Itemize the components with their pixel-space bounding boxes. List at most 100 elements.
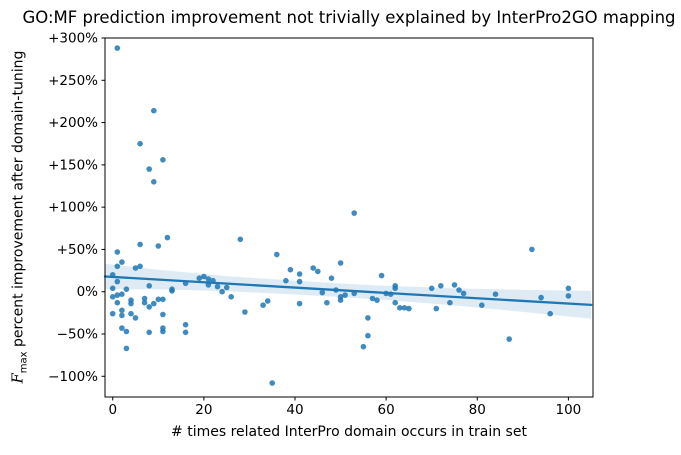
data-point [428, 285, 435, 292]
data-point [274, 251, 280, 258]
data-point [378, 272, 385, 279]
data-point [451, 282, 458, 288]
y-axis-label-fmax-subscript: max [18, 351, 30, 374]
data-point [137, 241, 143, 248]
data-point [260, 302, 266, 309]
data-point [132, 315, 139, 321]
data-point [141, 299, 148, 306]
data-point [123, 286, 130, 293]
data-point [283, 277, 289, 284]
y-tick-label: +200% [48, 115, 98, 131]
data-point [369, 295, 376, 302]
y-tick-label: +300% [48, 31, 98, 47]
data-point [109, 294, 116, 300]
data-point [365, 315, 371, 321]
data-point [109, 285, 116, 292]
data-point [529, 246, 535, 253]
data-point [237, 236, 244, 243]
data-point [141, 295, 148, 302]
data-point [114, 45, 121, 51]
data-point [146, 304, 152, 310]
data-point [296, 271, 303, 277]
data-point [223, 284, 230, 291]
data-point [296, 300, 303, 307]
data-point [160, 296, 166, 303]
y-tick-label: −100% [48, 369, 98, 385]
y-axis-label-text: percent improvement after domain-tuning [10, 50, 27, 352]
data-point [169, 288, 175, 294]
data-point [337, 260, 344, 266]
data-point [137, 263, 143, 270]
data-point [132, 265, 139, 271]
y-tick-label: +150% [48, 157, 98, 173]
data-point [205, 276, 212, 282]
data-point [492, 291, 499, 298]
y-axis-label-fmax-symbol: F [10, 373, 27, 384]
data-point [201, 273, 207, 280]
data-point [160, 157, 166, 163]
data-point [164, 234, 171, 241]
data-point [196, 275, 203, 282]
data-point [160, 328, 166, 335]
data-point [114, 263, 121, 270]
chart-title: GO:MF prediction improvement not trivial… [22, 8, 676, 27]
data-point [310, 265, 317, 271]
data-point [479, 302, 485, 309]
data-point [397, 305, 403, 311]
data-point [123, 328, 130, 335]
data-point [269, 380, 276, 386]
data-point [287, 266, 294, 273]
data-point [182, 329, 189, 336]
data-point [146, 283, 152, 289]
data-point [438, 283, 444, 289]
data-point [151, 300, 157, 307]
data-point [155, 243, 162, 249]
x-tick-label: 100 [556, 402, 582, 418]
regression-line [103, 275, 593, 307]
data-point [146, 329, 152, 336]
data-point [119, 307, 125, 314]
data-point [538, 294, 544, 301]
axes-box [104, 37, 594, 398]
data-point [328, 275, 335, 282]
data-point [392, 299, 399, 306]
data-point [119, 325, 125, 331]
data-point [119, 259, 125, 265]
data-point [565, 293, 572, 299]
data-point [406, 305, 412, 312]
data-point [242, 309, 248, 315]
data-point [114, 278, 121, 285]
data-point [182, 321, 189, 328]
data-point [109, 310, 116, 317]
data-point [456, 287, 462, 293]
data-point [123, 345, 130, 352]
data-point [374, 297, 380, 304]
y-tick-label: +100% [48, 200, 98, 216]
y-tick-label: 0% [77, 284, 99, 300]
y-tick-label: −50% [57, 326, 98, 342]
x-tick-label: 20 [195, 402, 212, 418]
data-point [365, 332, 371, 339]
data-point [296, 278, 303, 285]
data-point [460, 290, 467, 297]
x-axis-label: # times related InterPro domain occurs i… [171, 424, 527, 440]
data-point [315, 268, 321, 275]
data-point [137, 140, 143, 147]
data-point [114, 292, 121, 298]
data-point [128, 300, 134, 307]
x-tick-label: 60 [378, 402, 395, 418]
data-point [433, 305, 440, 312]
data-point [264, 298, 271, 304]
data-point [392, 285, 399, 292]
data-point [319, 289, 326, 296]
data-point [337, 294, 344, 300]
data-point [119, 291, 125, 298]
x-tick-label: 80 [469, 402, 486, 418]
data-point [128, 310, 134, 317]
data-point [324, 299, 330, 306]
data-point [155, 296, 162, 303]
data-point [214, 283, 221, 290]
data-point [114, 299, 121, 306]
